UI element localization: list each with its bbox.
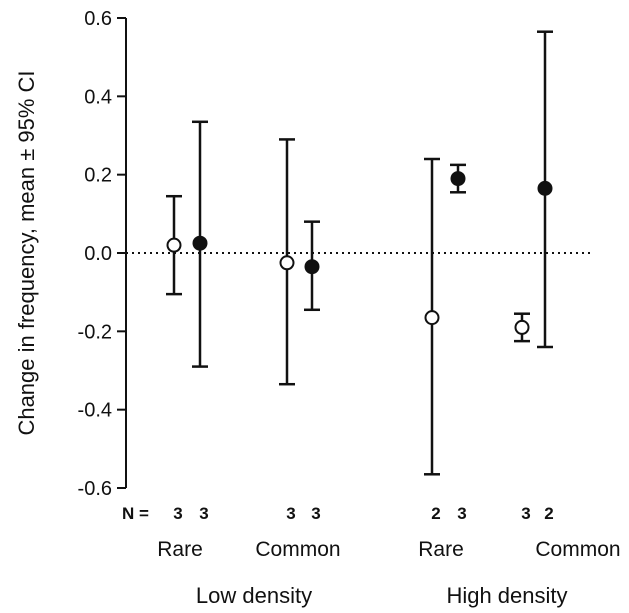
n-count-label: 3: [286, 504, 295, 523]
open-mean-marker: [424, 310, 440, 326]
y-tick-label: 0.0: [84, 243, 112, 265]
n-count-label: 3: [311, 504, 320, 523]
filled-mean-marker: [537, 180, 553, 196]
y-axis-title: Change in frequency, mean ± 95% CI: [14, 70, 39, 435]
n-prefix-label: N =: [122, 504, 149, 523]
filled-mean-marker: [304, 259, 320, 275]
n-count-label: 3: [173, 504, 182, 523]
open-mean-marker: [279, 255, 295, 271]
category-label: Rare: [418, 538, 464, 561]
n-count-label: 3: [457, 504, 466, 523]
y-tick-label: -0.6: [78, 478, 112, 500]
open-mean-marker: [166, 237, 182, 253]
y-tick-label: 0.2: [84, 165, 112, 187]
filled-mean-marker: [192, 235, 208, 251]
n-count-label: 2: [544, 504, 553, 523]
n-count-label: 3: [199, 504, 208, 523]
y-tick-label: -0.4: [78, 400, 112, 422]
y-tick-label: 0.4: [84, 86, 112, 108]
category-label: Common: [255, 538, 340, 561]
category-label: Rare: [157, 538, 203, 561]
group-label: High density: [446, 583, 567, 608]
error-bars: [166, 30, 553, 476]
y-tick-label: 0.6: [84, 8, 112, 30]
n-count-label: 3: [521, 504, 530, 523]
n-count-label: 2: [431, 504, 440, 523]
filled-mean-marker: [450, 171, 466, 187]
y-tick-label: -0.2: [78, 321, 112, 343]
axes: 0.6 0.4 0.2 0.0 -0.2 -0.4 -0.6 Change in freque…: [14, 8, 127, 500]
group-label: Low density: [196, 583, 312, 608]
category-label: Common: [535, 538, 620, 561]
data-points: [166, 171, 553, 335]
open-mean-marker: [514, 319, 530, 335]
